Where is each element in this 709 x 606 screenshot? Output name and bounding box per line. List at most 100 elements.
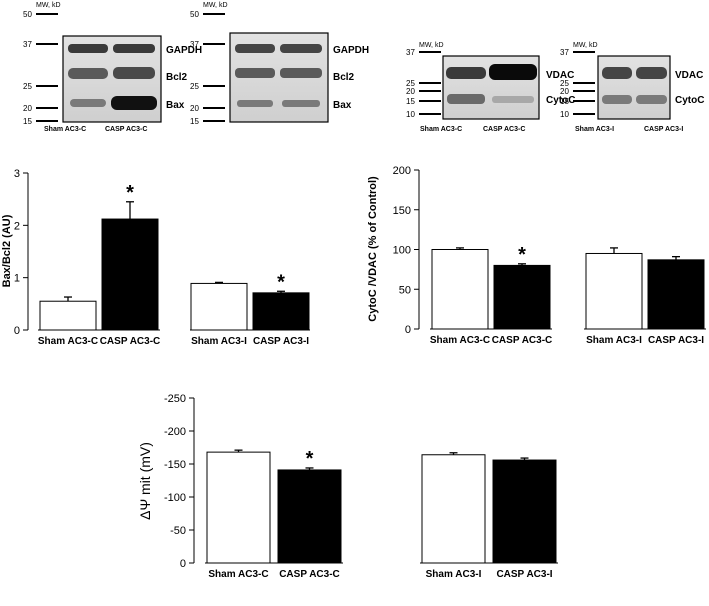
mw-tick: 20 — [190, 104, 199, 113]
category-label: CASP AC3-C — [100, 336, 161, 347]
mw-tick: 37 — [560, 48, 569, 57]
mw-tick: 15 — [560, 97, 569, 106]
band-label-vdac: VDAC — [546, 70, 574, 81]
mw-tick: 50 — [23, 10, 32, 19]
bar — [585, 252, 643, 330]
category-label: CASP AC3-C — [279, 569, 340, 580]
category-label: CASP AC3-I — [253, 336, 309, 347]
bar — [492, 459, 557, 564]
membrane-potential-chart: ΔΨ mit (mV) 0 -50 -100 -150 -200 -250 Sham AC3… — [137, 393, 558, 580]
y-axis-label: Bax/Bcl2 (AU) — [1, 214, 13, 287]
blot-band — [636, 67, 667, 79]
significance-marker: * — [277, 271, 285, 293]
y-tick-label: 100 — [393, 245, 411, 257]
mw-tick: 25 — [23, 82, 32, 91]
y-tick-label: 50 — [399, 284, 411, 296]
y-tick-label: -100 — [164, 492, 186, 504]
mw-marker — [36, 13, 58, 15]
mw-tick: 25 — [406, 79, 415, 88]
band-label-bax: Bax — [166, 100, 185, 111]
blot-band — [235, 44, 275, 53]
blot-band — [489, 64, 537, 80]
bar — [190, 282, 248, 331]
band-label-bcl2: Bcl2 — [166, 72, 188, 83]
blot-band — [602, 95, 632, 104]
category-label: Sham AC3-I — [191, 336, 247, 347]
y-axis-label: ΔΨ mit (mV) — [137, 442, 153, 520]
mw-marker — [36, 120, 58, 122]
mw-marker — [203, 43, 225, 45]
blot-band — [70, 99, 106, 107]
blot-band — [113, 44, 155, 53]
y-tick-label: 1 — [14, 273, 20, 285]
blot-band — [280, 68, 322, 78]
mw-marker — [36, 85, 58, 87]
y-tick-label: 200 — [393, 165, 411, 177]
y-tick-label: 0 — [405, 324, 411, 336]
significance-marker: * — [126, 182, 134, 204]
category-label: Sham AC3-I — [426, 569, 482, 580]
lane-label: CASP AC3-C — [105, 126, 147, 133]
blot-band — [280, 44, 322, 53]
category-label: CASP AC3-C — [492, 335, 553, 346]
blot-vdac-i: MW, kD 37 25 20 15 10 VDAC CytoC Sham AC… — [560, 42, 704, 133]
category-label: CASP AC3-I — [496, 569, 552, 580]
mw-marker — [419, 82, 441, 84]
significance-marker: * — [306, 448, 314, 470]
blot-band — [111, 96, 157, 110]
category-label: Sham AC3-C — [430, 335, 490, 346]
mw-marker — [36, 43, 58, 45]
mw-title: MW, kD — [573, 42, 598, 49]
y-tick-label: 0 — [180, 558, 186, 570]
y-tick-label: 2 — [14, 220, 20, 232]
band-label-cytoc: CytoC — [546, 95, 575, 106]
lane-label: CASP AC3-C — [483, 126, 525, 133]
blot-band — [235, 68, 275, 78]
band-label-gapdh: GAPDH — [333, 45, 369, 56]
mw-marker — [419, 100, 441, 102]
bax-bcl2-chart: Bax/Bcl2 (AU) 0 1 2 3 Sham AC3-C * CASP AC3-C S… — [1, 168, 310, 347]
mw-marker — [573, 90, 595, 92]
bar — [252, 292, 310, 331]
blot-vdac-c: MW, kD 37 25 20 15 10 VDAC CytoC Sham AC… — [406, 42, 575, 133]
lane-label: Sham AC3-C — [44, 126, 86, 133]
mw-tick: 10 — [406, 110, 415, 119]
significance-marker: * — [518, 244, 526, 266]
bar — [277, 469, 342, 564]
category-label: Sham AC3-I — [586, 335, 642, 346]
category-label: CASP AC3-I — [648, 335, 704, 346]
mw-marker — [573, 51, 595, 53]
blot-band — [282, 100, 320, 107]
mw-tick: 37 — [23, 40, 32, 49]
lane-label: Sham AC3-I — [575, 126, 614, 133]
y-tick-label: -50 — [170, 525, 186, 537]
bar — [206, 451, 271, 564]
blot-band — [492, 96, 534, 103]
blot-band — [68, 44, 108, 53]
mw-marker — [419, 90, 441, 92]
blot-band — [237, 100, 273, 107]
mw-title: MW, kD — [203, 2, 228, 9]
cytoc-vdac-chart: CytoC /VDAC (% of Control) 0 50 100 150 200 S… — [367, 165, 706, 346]
mw-tick: 37 — [190, 40, 199, 49]
blot-band — [602, 67, 632, 79]
mw-marker — [203, 107, 225, 109]
blot-band — [447, 94, 485, 104]
lane-label: CASP AC3-I — [644, 126, 683, 133]
mw-marker — [573, 100, 595, 102]
mw-marker — [203, 120, 225, 122]
mw-tick: 37 — [406, 48, 415, 57]
mw-marker — [203, 13, 225, 15]
bar — [493, 264, 551, 330]
bar — [647, 259, 705, 330]
mw-tick: 25 — [190, 82, 199, 91]
mw-marker — [203, 85, 225, 87]
y-tick-label: -200 — [164, 426, 186, 438]
category-label: Sham AC3-C — [38, 336, 98, 347]
mw-tick: 20 — [23, 104, 32, 113]
blot-band — [446, 67, 486, 79]
mw-title: MW, kD — [419, 42, 444, 49]
mw-marker — [419, 113, 441, 115]
mw-title: MW, kD — [36, 2, 61, 9]
y-tick-label: 3 — [14, 168, 20, 180]
